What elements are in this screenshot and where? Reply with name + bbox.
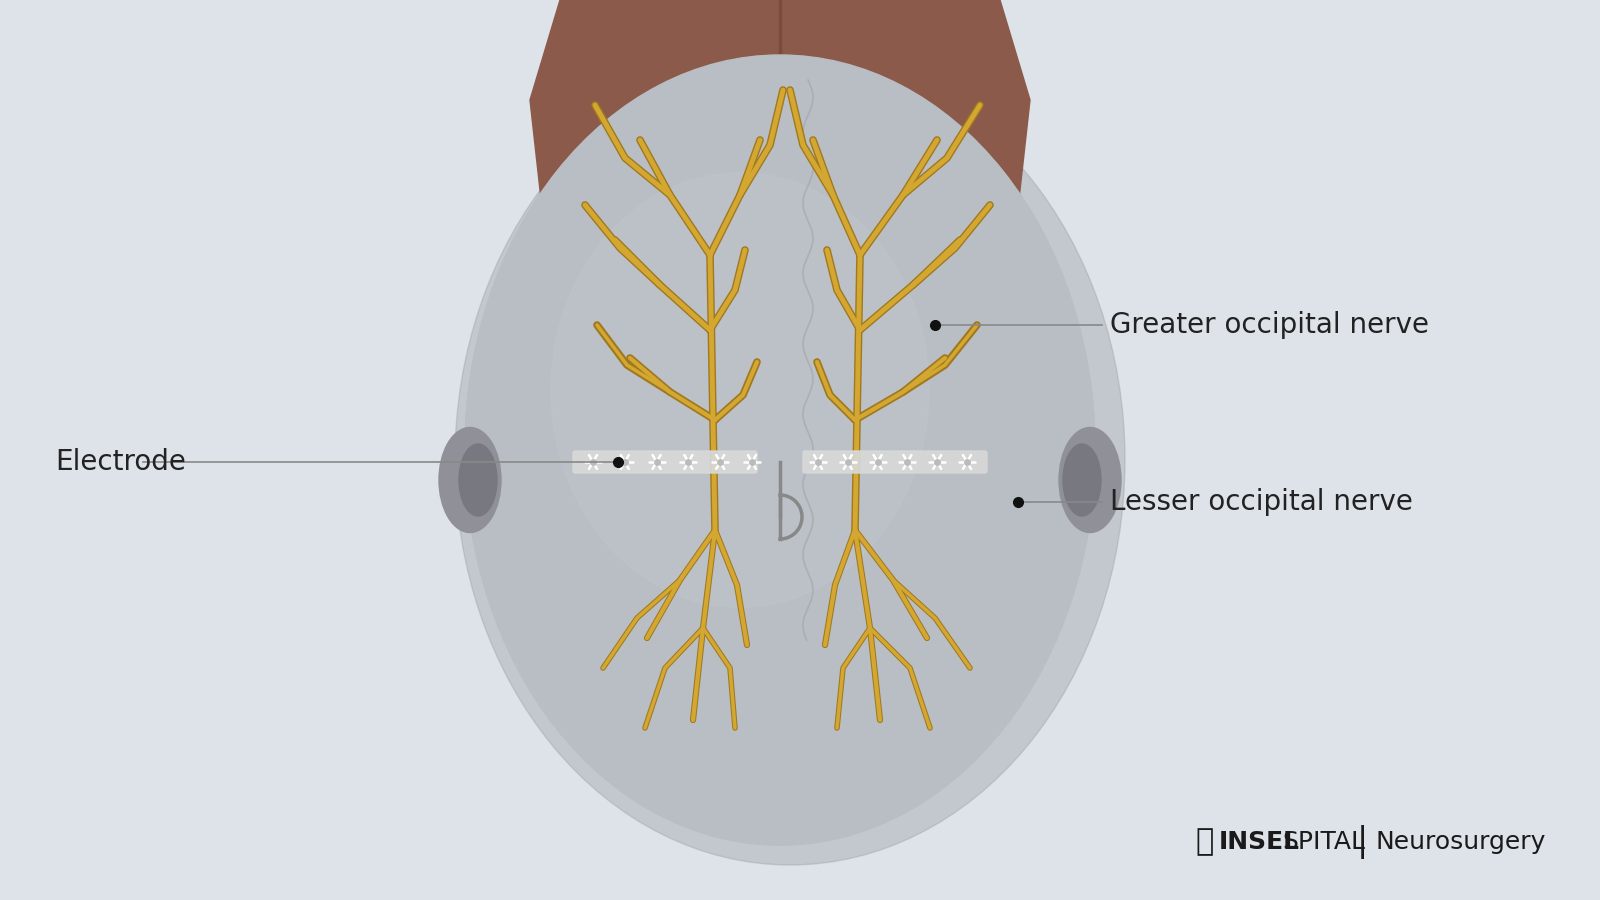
FancyBboxPatch shape xyxy=(573,451,757,473)
Text: SPITAL: SPITAL xyxy=(1282,830,1365,854)
Ellipse shape xyxy=(1062,444,1101,516)
Text: Greater occipital nerve: Greater occipital nerve xyxy=(1110,311,1429,339)
Ellipse shape xyxy=(459,444,498,516)
Ellipse shape xyxy=(466,55,1094,845)
FancyBboxPatch shape xyxy=(803,451,987,473)
Text: Electrode: Electrode xyxy=(54,448,186,476)
Ellipse shape xyxy=(454,55,1125,865)
Text: Neurosurgery: Neurosurgery xyxy=(1374,830,1546,854)
Ellipse shape xyxy=(466,55,1094,845)
Ellipse shape xyxy=(550,173,930,608)
Ellipse shape xyxy=(1059,428,1122,533)
Text: ⸰: ⸰ xyxy=(1195,827,1213,857)
Text: |: | xyxy=(1357,825,1368,859)
Text: Lesser occipital nerve: Lesser occipital nerve xyxy=(1110,488,1413,516)
Ellipse shape xyxy=(438,428,501,533)
Text: INSEL: INSEL xyxy=(1219,830,1299,854)
Polygon shape xyxy=(530,0,1030,495)
